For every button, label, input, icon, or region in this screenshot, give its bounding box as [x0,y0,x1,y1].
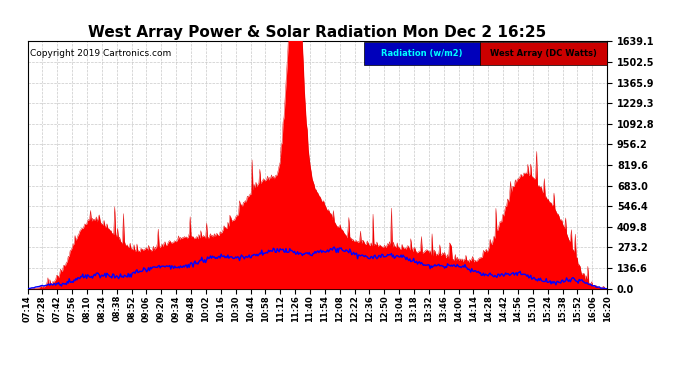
Text: Radiation (w/m2): Radiation (w/m2) [381,49,462,58]
Text: Copyright 2019 Cartronics.com: Copyright 2019 Cartronics.com [30,49,172,58]
Title: West Array Power & Solar Radiation Mon Dec 2 16:25: West Array Power & Solar Radiation Mon D… [88,25,546,40]
Text: West Array (DC Watts): West Array (DC Watts) [490,49,597,58]
FancyBboxPatch shape [364,42,480,65]
FancyBboxPatch shape [480,42,607,65]
